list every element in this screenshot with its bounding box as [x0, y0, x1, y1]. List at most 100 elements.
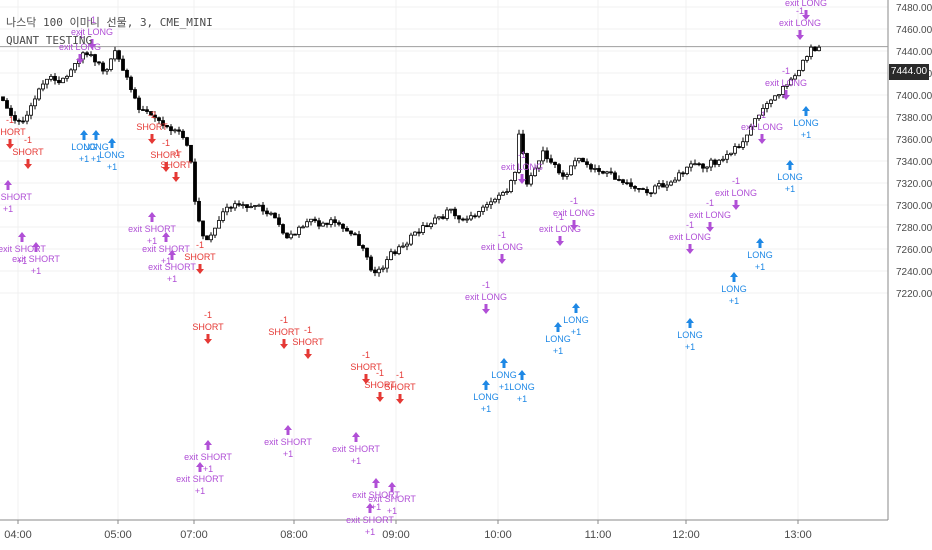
signal-long: LONG +1 — [677, 318, 703, 352]
candle-body — [125, 69, 129, 78]
candle — [437, 216, 441, 221]
candle — [229, 205, 233, 212]
candle-body — [613, 172, 617, 180]
signal-arrow-up — [18, 232, 26, 242]
signal-long: LONG +1 — [99, 138, 125, 172]
candle — [645, 186, 649, 196]
candle — [585, 158, 589, 168]
signal-long: LONG +1 — [491, 358, 517, 392]
y-tick-label: 7440.00 — [896, 47, 932, 58]
indicator-title: QUANT TESTING — [6, 34, 93, 47]
candle-body — [97, 61, 101, 64]
signal-qty: +1 — [553, 346, 563, 356]
candle-body — [657, 183, 661, 187]
candle-body — [433, 217, 437, 225]
candle-body — [121, 58, 125, 71]
candle-body — [221, 211, 225, 221]
candle-body — [769, 99, 773, 104]
candle — [65, 74, 69, 82]
signal-label: SHORT — [150, 150, 182, 160]
signal-qty: +1 — [481, 404, 491, 414]
candle — [349, 230, 353, 237]
candle — [233, 200, 237, 211]
signal-qty: -1 — [196, 240, 204, 250]
candle-body — [393, 251, 397, 255]
candle-body — [65, 75, 69, 79]
candle-body — [581, 157, 585, 163]
candle-body — [729, 152, 733, 155]
candle-body — [593, 168, 597, 170]
candle-body — [205, 235, 209, 241]
candle — [713, 158, 717, 168]
signal-qty: -1 — [362, 350, 370, 360]
candle — [269, 211, 273, 216]
candle-body — [149, 111, 153, 116]
price-axis[interactable]: 7480.007460.007440.007420.007400.007380.… — [896, 3, 932, 300]
candle — [593, 164, 597, 173]
candle — [677, 169, 681, 182]
candle-body — [505, 191, 509, 194]
candle-body — [669, 181, 673, 186]
candle-body — [461, 218, 465, 221]
signal-arrow-up — [756, 238, 764, 248]
time-axis[interactable]: 04:00 05:00 07:00 08:00 09:00 10:00 11:00 12:00… — [4, 520, 812, 541]
signal-qty: +1 — [729, 296, 739, 306]
candle — [173, 128, 177, 134]
candle — [757, 114, 761, 121]
candle — [737, 143, 741, 149]
candle-body — [525, 153, 529, 185]
signal-qty: -1 — [482, 280, 490, 290]
candle — [517, 129, 521, 174]
signal-label: exit LONG — [715, 188, 757, 198]
candle — [489, 197, 493, 210]
signal-arrow-down — [796, 30, 804, 40]
signal-arrow-down — [304, 349, 312, 359]
signal-exit: exit SHORT +1 — [128, 212, 176, 246]
candle-body — [329, 219, 333, 225]
x-tick-label: 09:00 — [382, 529, 410, 541]
candle-body — [533, 167, 537, 177]
signal-arrow-down — [802, 10, 810, 20]
candle — [153, 111, 157, 122]
candle — [37, 87, 41, 101]
candle-body — [281, 224, 285, 234]
signal-qty: +1 — [517, 394, 527, 404]
x-tick-label: 08:00 — [280, 529, 308, 541]
candle — [197, 197, 201, 223]
candle-body — [757, 114, 761, 120]
candle-body — [737, 146, 741, 148]
candle-body — [45, 78, 49, 85]
candle — [261, 202, 265, 215]
candle-body — [785, 84, 789, 87]
signal-label: SHORT — [384, 382, 416, 392]
candle-body — [265, 210, 269, 215]
candle — [53, 73, 57, 85]
candle — [541, 146, 545, 165]
candle — [557, 163, 561, 175]
candle-body — [549, 158, 553, 163]
candle-body — [653, 185, 657, 194]
signal-long: LONG +1 — [509, 370, 535, 404]
y-tick-label: 7300.00 — [896, 201, 932, 212]
candle — [317, 217, 321, 230]
candle — [9, 105, 13, 117]
candle — [377, 266, 381, 277]
candle-body — [665, 184, 669, 188]
candle — [529, 172, 533, 187]
signal-qty: +1 — [17, 256, 27, 266]
candle-body — [141, 109, 145, 111]
signal-arrow-up — [162, 232, 170, 242]
candle-body — [229, 206, 233, 209]
candle — [605, 170, 609, 177]
candle — [353, 232, 357, 236]
signal-arrow-up — [108, 138, 116, 148]
candle — [741, 137, 745, 150]
candle — [297, 225, 301, 238]
candle — [93, 53, 97, 66]
signal-label: exit LONG — [553, 208, 595, 218]
candle-body — [565, 174, 569, 177]
signal-label: exit SHORT — [352, 490, 400, 500]
